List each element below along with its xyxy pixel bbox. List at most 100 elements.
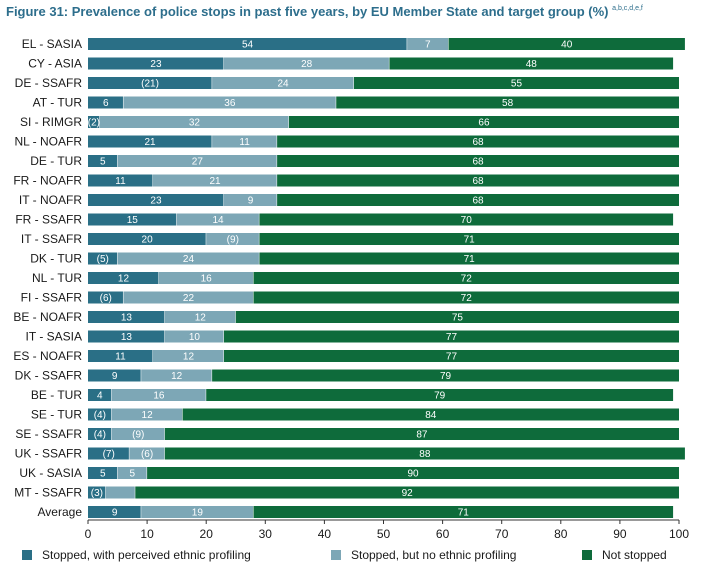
bar-segment-be-tur-not-stopped	[206, 389, 674, 401]
data-label-nl-noafr-stopped-with-perceived-ethnic-profiling: 21	[144, 137, 156, 148]
bar-segment-it-sasia-not-stopped	[223, 330, 679, 343]
data-label-el-sasia-stopped-but-no-ethnic-profiling: 7	[425, 40, 431, 51]
data-label-it-sasia-not-stopped: 77	[446, 332, 458, 343]
bar-segment-be-tur-stopped-with-perceived-ethnic-profiling	[88, 389, 112, 401]
data-label-average-stopped-but-no-ethnic-profiling: 19	[192, 508, 204, 519]
bar-segment-be-noafr-stopped-with-perceived-ethnic-profiling	[88, 311, 165, 323]
data-label-mt-ssafr-not-stopped: 92	[402, 488, 414, 499]
bar-segment-cy-asia-stopped-with-perceived-ethnic-profiling	[88, 57, 224, 70]
bar-segment-fr-noafr-not-stopped	[277, 174, 679, 187]
bar-segment-el-sasia-stopped-with-perceived-ethnic-profiling	[88, 38, 408, 50]
row-label-si-rimgr: SI - RIMGR	[20, 115, 82, 129]
row-label-at-tur: AT - TUR	[33, 96, 83, 110]
row-label-dk-tur: DK - TUR	[30, 252, 82, 266]
bar-segment-es-noafr-stopped-but-no-ethnic-profiling	[153, 350, 224, 362]
bar-segment-nl-noafr-not-stopped	[277, 135, 679, 148]
bar-segment-average-not-stopped	[253, 506, 674, 518]
x-tick-label: 100	[669, 527, 689, 541]
data-label-se-ssafr-stopped-with-perceived-ethnic-profiling: (4)	[94, 430, 106, 441]
bar-segment-be-noafr-stopped-but-no-ethnic-profiling	[164, 311, 236, 323]
data-label-fr-ssafr-stopped-with-perceived-ethnic-profiling: 15	[127, 215, 139, 226]
row-label-fr-ssafr: FR - SSAFR	[15, 213, 82, 227]
data-label-de-tur-stopped-but-no-ethnic-profiling: 27	[192, 157, 204, 168]
bar-segment-it-ssafr-not-stopped	[259, 233, 679, 245]
bar-segment-nl-tur-not-stopped	[253, 272, 680, 284]
legend-swatch-profiling	[22, 550, 32, 560]
bar-segment-dk-tur-not-stopped	[259, 252, 679, 265]
data-label-uk-ssafr-stopped-with-perceived-ethnic-profiling: (7)	[103, 449, 115, 460]
data-label-at-tur-stopped-but-no-ethnic-profiling: 36	[224, 98, 236, 109]
legend-label-no-profiling: Stopped, but no ethnic profiling	[351, 548, 517, 562]
bar-segment-be-noafr-not-stopped	[235, 311, 679, 323]
row-label-it-ssafr: IT - SSAFR	[21, 232, 82, 246]
data-label-uk-sasia-stopped-with-perceived-ethnic-profiling: 5	[100, 469, 106, 480]
data-label-uk-ssafr-not-stopped: 88	[419, 449, 431, 460]
row-label-es-noafr: ES - NOAFR	[13, 349, 82, 363]
data-label-uk-ssafr-stopped-but-no-ethnic-profiling: (6)	[141, 449, 153, 460]
row-label-cy-asia: CY - ASIA	[28, 57, 82, 71]
bar-segment-at-tur-not-stopped	[336, 96, 679, 109]
data-label-it-sasia-stopped-with-perceived-ethnic-profiling: 13	[121, 332, 133, 343]
row-label-dk-ssafr: DK - SSAFR	[15, 369, 83, 383]
data-label-fr-noafr-stopped-but-no-ethnic-profiling: 21	[210, 176, 222, 187]
bar-segment-es-noafr-stopped-with-perceived-ethnic-profiling	[88, 350, 154, 362]
data-label-dk-tur-stopped-but-no-ethnic-profiling: 24	[183, 254, 195, 265]
bar-segment-dk-ssafr-stopped-with-perceived-ethnic-profiling	[88, 369, 142, 382]
data-label-cy-asia-stopped-with-perceived-ethnic-profiling: 23	[150, 59, 162, 70]
bar-segment-fr-ssafr-not-stopped	[259, 213, 674, 226]
bar-segment-it-sasia-stopped-with-perceived-ethnic-profiling	[88, 330, 165, 343]
data-label-it-sasia-stopped-but-no-ethnic-profiling: 10	[189, 332, 201, 343]
bar-segment-el-sasia-not-stopped	[448, 38, 685, 50]
bar-segment-at-tur-stopped-but-no-ethnic-profiling	[123, 96, 337, 109]
bar-segment-uk-ssafr-stopped-but-no-ethnic-profiling	[129, 447, 165, 460]
bar-segment-se-ssafr-stopped-but-no-ethnic-profiling	[111, 428, 165, 440]
x-axis: 0 10 20 30 40 50 60 70 80 90 100	[85, 519, 689, 541]
bar-segment-de-tur-stopped-with-perceived-ethnic-profiling	[88, 155, 118, 167]
data-label-be-tur-stopped-but-no-ethnic-profiling: 16	[153, 391, 165, 402]
row-label-se-tur: SE - TUR	[31, 408, 82, 422]
data-label-si-rimgr-stopped-with-perceived-ethnic-profiling: (2)	[88, 118, 100, 129]
data-label-fi-ssafr-stopped-but-no-ethnic-profiling: 22	[183, 293, 195, 304]
data-label-dk-ssafr-stopped-with-perceived-ethnic-profiling: 9	[112, 371, 118, 382]
bar-segment-dk-ssafr-not-stopped	[212, 369, 680, 382]
bar-segment-si-rimgr-not-stopped	[288, 116, 679, 128]
x-tick-label: 80	[554, 527, 568, 541]
legend-swatch-no-profiling	[331, 550, 341, 560]
data-label-fr-noafr-stopped-with-perceived-ethnic-profiling: 11	[115, 176, 126, 187]
data-label-uk-sasia-stopped-but-no-ethnic-profiling: 5	[130, 469, 136, 480]
x-tick-label: 10	[140, 527, 154, 541]
data-label-be-noafr-stopped-with-perceived-ethnic-profiling: 13	[121, 313, 133, 324]
data-label-fr-noafr-not-stopped: 68	[472, 176, 484, 187]
bar-segment-uk-sasia-stopped-but-no-ethnic-profiling	[117, 467, 148, 479]
bar-segment-it-noafr-stopped-with-perceived-ethnic-profiling	[88, 194, 224, 206]
chart-title-text: Figure 31: Prevalence of police stops in…	[6, 4, 609, 19]
data-label-be-noafr-not-stopped: 75	[452, 313, 464, 324]
row-label-mt-ssafr: MT - SSAFR	[14, 486, 82, 500]
data-label-it-noafr-not-stopped: 68	[472, 196, 484, 207]
bar-segment-de-ssafr-stopped-with-perceived-ethnic-profiling	[88, 77, 213, 89]
bar-segment-uk-sasia-not-stopped	[147, 467, 680, 479]
data-label-es-noafr-stopped-with-perceived-ethnic-profiling: 11	[115, 352, 126, 363]
bar-segment-si-rimgr-stopped-but-no-ethnic-profiling	[99, 116, 289, 128]
bar-segment-it-noafr-not-stopped	[277, 194, 679, 206]
legend-item-profiling: Stopped, with perceived ethnic profiling	[22, 548, 251, 562]
bar-segment-de-ssafr-stopped-but-no-ethnic-profiling	[212, 77, 354, 89]
row-label-nl-tur: NL - TUR	[32, 271, 82, 285]
row-label-nl-noafr: NL - NOAFR	[14, 135, 82, 149]
bar-segment-it-ssafr-stopped-with-perceived-ethnic-profiling	[88, 233, 207, 245]
data-label-cy-asia-not-stopped: 48	[526, 59, 538, 70]
data-label-uk-sasia-not-stopped: 90	[407, 469, 419, 480]
bar-segment-fi-ssafr-stopped-but-no-ethnic-profiling	[123, 291, 254, 304]
bar-segment-it-sasia-stopped-but-no-ethnic-profiling	[164, 330, 224, 343]
legend-item-not-stopped: Not stopped	[582, 548, 667, 562]
data-label-de-ssafr-stopped-with-perceived-ethnic-profiling: (21)	[141, 79, 159, 90]
data-label-fi-ssafr-stopped-with-perceived-ethnic-profiling: (6)	[100, 293, 112, 304]
x-tick-label: 70	[495, 527, 509, 541]
bar-segment-se-tur-stopped-but-no-ethnic-profiling	[111, 408, 183, 421]
row-label-fr-noafr: FR - NOAFR	[13, 174, 82, 188]
data-label-es-noafr-stopped-but-no-ethnic-profiling: 12	[183, 352, 195, 363]
bar-segment-average-stopped-but-no-ethnic-profiling	[141, 506, 254, 518]
legend: Stopped, with perceived ethnic profiling…	[0, 548, 714, 568]
data-label-average-stopped-with-perceived-ethnic-profiling: 9	[112, 508, 118, 519]
